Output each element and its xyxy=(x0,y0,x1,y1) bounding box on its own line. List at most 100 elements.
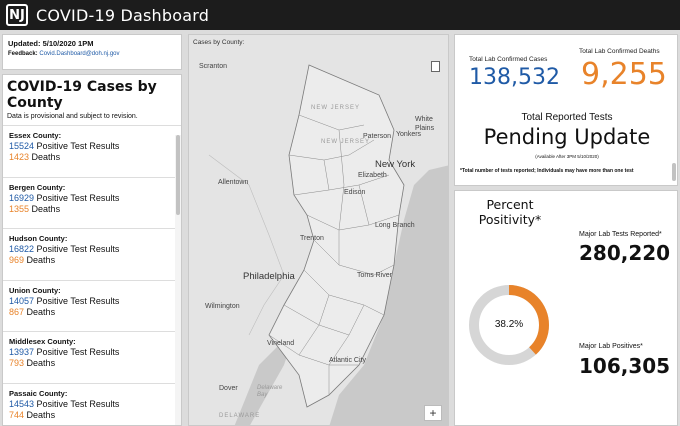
update-panel: Updated: 5/10/2020 1PM Feedback: Covid.D… xyxy=(2,34,182,70)
delaware-river xyxy=(208,154,285,336)
provisional-note: Data is provisional and subject to revis… xyxy=(3,111,181,126)
county-name: Union County: xyxy=(9,285,61,295)
county-list-scroll-thumb[interactable] xyxy=(176,135,180,215)
positive-suffix: Positive Test Results xyxy=(36,398,120,409)
bookmark-icon[interactable] xyxy=(431,61,440,72)
lab-positives-value: 106,305 xyxy=(579,354,671,378)
county-name: Essex County: xyxy=(9,131,62,140)
county-positive: 13937 Positive Test Results xyxy=(9,347,175,357)
percent-positivity-value: 38.2% xyxy=(494,319,524,330)
place-philadelphia: Philadelphia xyxy=(243,271,295,282)
county-name: Middlesex County: xyxy=(9,337,76,346)
total-tests-value: Pending Update xyxy=(483,125,651,149)
nj-logo-icon: NJ xyxy=(6,4,28,26)
place-long-branch: Long Branch xyxy=(375,222,415,229)
lab-positives-label: Major Lab Positives* xyxy=(579,343,643,350)
place-delaware: DELAWARE xyxy=(219,413,261,419)
feedback-email-link[interactable]: Covid.Dashboard@doh.nj.gov xyxy=(39,51,120,57)
county-positive: 16822 Positive Test Results xyxy=(9,244,175,254)
new-jersey-outline xyxy=(268,64,405,408)
place-allentown: Allentown xyxy=(218,179,249,186)
positive-suffix: Positive Test Results xyxy=(36,295,120,306)
totals-panel: Total Lab Confirmed Cases 138,532 Total … xyxy=(454,34,678,186)
county-cases-title: COVID-19 Cases by County xyxy=(7,79,157,111)
county-death-count: 1423 xyxy=(9,152,30,162)
zoom-in-button[interactable]: + xyxy=(424,405,442,421)
county-name: Hudson County: xyxy=(9,234,68,243)
positivity-panel: Percent Positivity* 38.2% Major Lab Test… xyxy=(454,190,678,426)
top-bar: NJ COVID-19 Dashboard xyxy=(0,0,680,30)
county-positive-count: 14057 xyxy=(9,295,35,306)
county-death-count: 744 xyxy=(9,409,25,420)
tests-footnote: *Total number of tests reported; Individ… xyxy=(460,168,634,174)
county-positive-count: 13937 xyxy=(9,347,35,357)
place-elizabeth: Elizabeth xyxy=(358,172,387,179)
county-positive-count: 14543 xyxy=(9,398,35,409)
feedback-line: Feedback: Covid.Dashboard@doh.nj.gov xyxy=(8,51,176,57)
county-item: Passaic County: 14543 Positive Test Resul… xyxy=(3,384,181,426)
place-atlantic-city: Atlantic City xyxy=(329,357,366,364)
map-canvas xyxy=(208,64,448,425)
positive-suffix: Positive Test Results xyxy=(36,192,120,203)
county-deaths: 1423 Deaths xyxy=(9,152,175,162)
total-cases-value: 138,532 xyxy=(469,65,560,90)
total-deaths-label: Total Lab Confirmed Deaths xyxy=(579,48,660,55)
county-item: Essex County: 15524 Positive Test Results… xyxy=(3,126,181,178)
county-deaths: 744 Deaths xyxy=(9,410,175,420)
total-cases-label: Total Lab Confirmed Cases xyxy=(469,56,548,63)
county-item: Middlesex County: 13937 Positive Test Res… xyxy=(3,332,181,384)
county-name: Bergen County: xyxy=(9,182,66,192)
county-list-scrollbar[interactable] xyxy=(175,135,181,425)
ocean-area xyxy=(329,165,448,425)
place-toms-river: Toms River xyxy=(357,272,393,279)
map-label: Cases by County: xyxy=(193,39,245,46)
county-borders xyxy=(268,114,400,395)
place-wilmington: Wilmington xyxy=(205,303,240,310)
county-positive: 14543 Positive Test Results xyxy=(9,399,175,409)
county-positive: 15524 Positive Test Results xyxy=(9,141,175,151)
total-deaths-value: 9,255 xyxy=(581,57,667,92)
deaths-suffix: Deaths xyxy=(26,409,56,420)
tests-available-note: (Available After 3PM 5/10/2020) xyxy=(535,154,599,159)
county-item: Bergen County: 16929 Positive Test Result… xyxy=(3,178,181,229)
place-paterson: Paterson xyxy=(363,133,392,140)
feedback-label: Feedback: xyxy=(8,51,38,57)
place-new-jersey-1: NEW JERSEY xyxy=(311,105,361,111)
total-tests-title: Total Reported Tests xyxy=(521,112,613,123)
deaths-suffix: Deaths xyxy=(31,203,61,214)
app-title: COVID-19 Dashboard xyxy=(36,5,210,25)
county-item: Hudson County: 16822 Positive Test Result… xyxy=(3,229,181,281)
county-name: Passaic County: xyxy=(9,388,68,398)
county-item: Union County: 14057 Positive Test Results… xyxy=(3,281,181,332)
county-deaths: 793 Deaths xyxy=(9,358,175,368)
delaware-bay-area xyxy=(234,335,294,425)
county-deaths: 867 Deaths xyxy=(9,307,175,317)
lab-tests-label: Major Lab Tests Reported* xyxy=(579,231,662,238)
positive-suffix: Positive Test Results xyxy=(36,141,120,151)
county-deaths: 969 Deaths xyxy=(9,255,175,265)
place-yonkers: Yonkers xyxy=(396,131,422,138)
place-scranton: Scranton xyxy=(199,63,228,70)
place-white-plains: White Plains xyxy=(415,116,435,132)
deaths-suffix: Deaths xyxy=(26,306,56,317)
donut-positive-arc xyxy=(469,285,549,365)
positive-suffix: Positive Test Results xyxy=(36,347,120,357)
county-death-count: 867 xyxy=(9,306,25,317)
county-positive-count: 16822 xyxy=(9,244,35,254)
place-dover: Dover xyxy=(219,385,238,392)
place-new-jersey-2: NEW JERSEY xyxy=(321,139,371,145)
county-death-count: 1355 xyxy=(9,203,30,214)
county-cases-panel[interactable]: COVID-19 Cases by County Data is provisi… xyxy=(2,74,182,426)
deaths-suffix: Deaths xyxy=(26,358,56,368)
county-deaths: 1355 Deaths xyxy=(9,204,175,214)
totals-scrollbar[interactable] xyxy=(672,163,676,181)
positive-suffix: Positive Test Results xyxy=(36,244,120,254)
county-death-count: 793 xyxy=(9,358,25,368)
county-positive: 14057 Positive Test Results xyxy=(9,296,175,306)
place-delaware-bay: Delaware Bay xyxy=(257,385,283,398)
place-vineland: Vineland xyxy=(267,340,295,347)
county-positive-count: 16929 xyxy=(9,192,35,203)
county-map[interactable]: Cases by County: Scranton NEW JERSEY N xyxy=(188,34,449,426)
county-list: Essex County: 15524 Positive Test Results… xyxy=(3,126,181,426)
positivity-donut xyxy=(469,285,549,365)
